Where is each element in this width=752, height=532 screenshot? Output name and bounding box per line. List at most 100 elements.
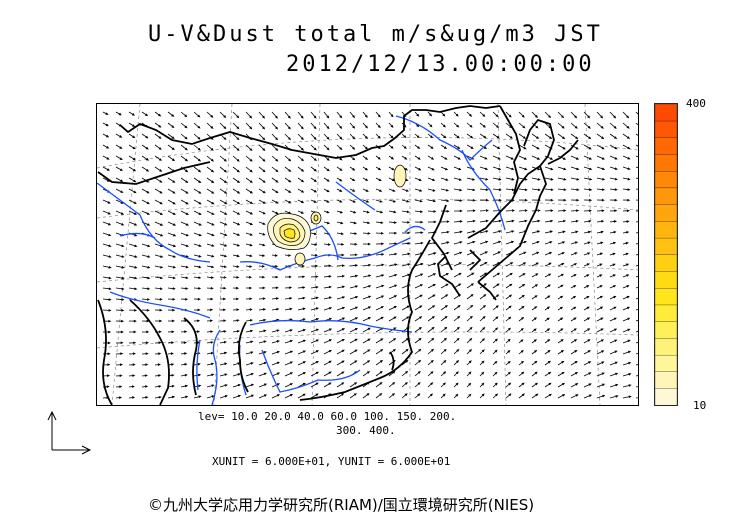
wind-arrow <box>245 188 253 194</box>
wind-arrow <box>258 177 266 183</box>
wind-arrow <box>245 221 254 226</box>
wind-arrow <box>518 339 524 344</box>
wind-arrow <box>258 297 266 301</box>
wind-arrow <box>284 361 294 366</box>
wind-arrow <box>297 188 305 193</box>
colorbar-swatch <box>654 187 678 205</box>
wind-arrow <box>245 111 253 119</box>
wind-arrow <box>570 383 579 388</box>
wind-arrow <box>219 351 228 355</box>
wind-arrow <box>609 188 618 191</box>
wind-arrow <box>622 274 630 278</box>
colorbar <box>654 103 678 406</box>
wind-arrow <box>154 287 163 290</box>
wind-arrow <box>245 177 253 183</box>
wind-arrow <box>557 144 566 150</box>
wind-arrow <box>154 122 162 128</box>
wind-arrow <box>141 111 149 117</box>
wind-arrow <box>544 382 552 388</box>
wind-arrow <box>427 371 434 377</box>
wind-arrow <box>557 394 566 399</box>
wind-arrow <box>401 221 411 224</box>
wind-arrow <box>453 122 460 128</box>
wind-arrow <box>622 188 631 191</box>
wind-arrow <box>362 371 371 377</box>
wind-arrow <box>635 133 638 136</box>
wind-arrow <box>609 111 617 119</box>
wind-arrow <box>609 155 618 160</box>
wind-arrow <box>570 339 578 344</box>
wind-arrow <box>622 252 629 256</box>
wind-arrow <box>206 330 214 333</box>
wind-arrow <box>375 349 384 355</box>
wind-arrow <box>232 243 241 247</box>
wind-arrow <box>102 122 109 127</box>
wind-arrow <box>102 265 112 269</box>
wind-arrow <box>375 231 384 235</box>
wind-arrow <box>245 297 253 301</box>
wind-arrow <box>635 341 638 344</box>
wind-arrow <box>388 188 396 192</box>
wind-arrow <box>323 275 332 278</box>
wind-arrow <box>245 155 253 162</box>
wind-arrow <box>596 285 603 289</box>
wind-arrow <box>245 319 254 322</box>
colorbar-swatch <box>654 254 678 272</box>
wind-arrow <box>297 133 304 141</box>
wind-arrow <box>167 265 176 269</box>
wind-arrow <box>284 166 292 172</box>
wind-arrow <box>609 252 616 256</box>
wind-arrow <box>323 166 330 172</box>
wind-arrow <box>323 349 332 355</box>
wind-arrow <box>388 199 397 203</box>
wind-arrow <box>349 133 356 140</box>
wind-arrow <box>570 122 578 129</box>
wind-arrow <box>622 144 631 150</box>
wind-arrow <box>453 199 463 202</box>
wind-arrow <box>440 326 448 333</box>
wind-arrow <box>427 188 436 192</box>
wind-arrow <box>219 111 227 119</box>
wind-arrow <box>180 199 189 205</box>
wind-arrow <box>570 241 579 245</box>
wind-arrow <box>193 319 201 323</box>
wind-arrow <box>427 273 437 278</box>
colorbar-swatch <box>654 154 678 172</box>
wind-arrow <box>622 166 631 170</box>
wind-arrow <box>622 241 629 245</box>
wind-arrow <box>440 111 446 117</box>
map-title: U-V&Dust total m/s&ug/m3 JST <box>148 22 603 47</box>
wind-arrow <box>167 221 177 226</box>
wind-arrow <box>583 295 590 300</box>
wind-arrow <box>453 393 459 399</box>
wind-arrow <box>154 166 163 172</box>
wind-arrow <box>245 265 253 268</box>
wind-arrow <box>479 144 488 149</box>
wind-arrow <box>518 273 526 278</box>
wind-arrow <box>635 199 638 201</box>
wind-arrow <box>388 263 398 267</box>
wind-arrow <box>232 373 241 377</box>
wind-arrow <box>427 133 433 139</box>
wind-arrow <box>115 144 123 149</box>
wind-arrow <box>349 188 356 192</box>
wind-arrow <box>271 210 279 215</box>
wind-arrow <box>609 133 618 140</box>
wind-arrow <box>115 221 125 226</box>
wind-arrow <box>362 295 372 300</box>
wind-arrow <box>505 349 511 355</box>
wind-arrow <box>219 330 227 333</box>
wind-arrow <box>362 188 369 192</box>
wind-arrow <box>531 230 541 234</box>
wind-arrow <box>258 265 266 268</box>
wind-arrow <box>440 230 450 234</box>
wind-arrow <box>518 177 528 181</box>
wind-arrow <box>167 199 176 205</box>
wind-arrow <box>180 341 187 344</box>
wind-arrow <box>570 372 579 377</box>
wind-arrow <box>245 308 253 311</box>
wind-arrow <box>583 209 592 212</box>
wind-arrow <box>219 210 228 215</box>
wind-arrow <box>167 243 177 248</box>
colorbar-swatch <box>654 337 678 356</box>
